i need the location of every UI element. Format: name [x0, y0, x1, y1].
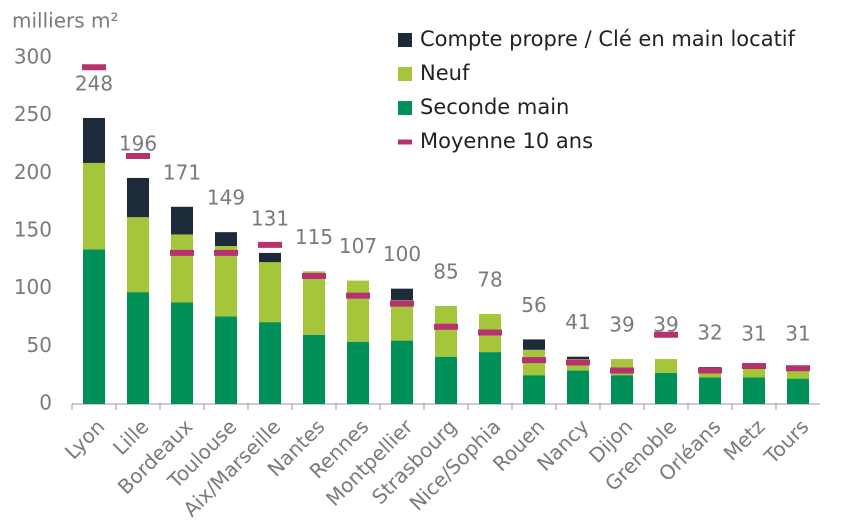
- bar-segment: [435, 305, 457, 357]
- bar-segment: [391, 300, 413, 341]
- total-label: 39: [609, 313, 634, 337]
- bar-segment: [127, 177, 149, 218]
- bar-segment: [259, 262, 281, 323]
- legend-label: Neuf: [420, 61, 470, 85]
- total-label: 248: [75, 71, 113, 95]
- legend-swatch: [398, 33, 412, 47]
- bar-segment: [743, 368, 765, 378]
- total-label: 39: [653, 313, 678, 337]
- bar-segment: [347, 280, 369, 342]
- y-tick-label: 300: [14, 45, 52, 69]
- total-label: 107: [339, 234, 377, 258]
- bar-segment: [743, 377, 765, 404]
- total-label: 41: [565, 310, 590, 334]
- bar-segment: [215, 316, 237, 404]
- bar-segment: [391, 340, 413, 404]
- legend-label: Moyenne 10 ans: [420, 129, 593, 153]
- bar-segment: [259, 252, 281, 263]
- total-label: 31: [741, 322, 766, 346]
- bar-segment: [127, 217, 149, 293]
- y-tick-label: 200: [14, 160, 52, 184]
- total-label: 196: [119, 131, 157, 155]
- bar-segment: [479, 352, 501, 404]
- bar-segment: [259, 322, 281, 404]
- total-label: 56: [521, 293, 546, 317]
- bar-segment: [171, 234, 193, 303]
- total-label: 171: [163, 160, 201, 184]
- bar-segment: [391, 288, 413, 301]
- bar-segment: [303, 271, 325, 335]
- bar-segment: [699, 377, 721, 404]
- bar-segment: [83, 117, 105, 163]
- y-tick-label: 100: [14, 275, 52, 299]
- total-label: 100: [383, 242, 421, 266]
- total-label: 31: [785, 322, 810, 346]
- total-label: 85: [433, 259, 458, 283]
- bar-segment: [127, 292, 149, 404]
- x-tick-label: Metz: [719, 414, 770, 465]
- total-label: 115: [295, 225, 333, 249]
- legend-label: Compte propre / Clé en main locatif: [420, 27, 796, 51]
- y-tick-label: 150: [14, 218, 52, 242]
- bar-segment: [83, 249, 105, 404]
- bar-segment: [655, 359, 677, 373]
- bar-segment: [523, 375, 545, 404]
- total-label: 131: [251, 206, 289, 230]
- bar-segment: [523, 339, 545, 350]
- legend-label: Seconde main: [420, 95, 569, 119]
- y-tick-label: 250: [14, 102, 52, 126]
- bar-segment: [215, 232, 237, 246]
- bar-segment: [215, 245, 237, 317]
- bar-segment: [567, 370, 589, 404]
- bar-segment: [567, 356, 589, 360]
- bar-segment: [655, 372, 677, 404]
- y-tick-label: 0: [39, 391, 52, 415]
- bar-segment: [787, 378, 809, 404]
- total-label: 32: [697, 321, 722, 345]
- y-tick-label: 50: [27, 333, 52, 357]
- legend-swatch: [398, 67, 412, 81]
- bar-segment: [303, 334, 325, 404]
- total-label: 149: [207, 186, 245, 210]
- y-axis-label: milliers m²: [12, 9, 119, 33]
- bar-segment: [435, 356, 457, 404]
- bar-segment: [171, 302, 193, 404]
- x-tick-label: Lyon: [60, 414, 110, 464]
- x-tick-label: Tours: [759, 414, 814, 469]
- bar-segment: [787, 368, 809, 379]
- legend-swatch: [398, 101, 412, 115]
- bar-segment: [171, 206, 193, 235]
- bar-segment: [83, 162, 105, 250]
- total-label: 78: [477, 268, 502, 292]
- bar-segment: [347, 341, 369, 404]
- bar-segment: [611, 375, 633, 404]
